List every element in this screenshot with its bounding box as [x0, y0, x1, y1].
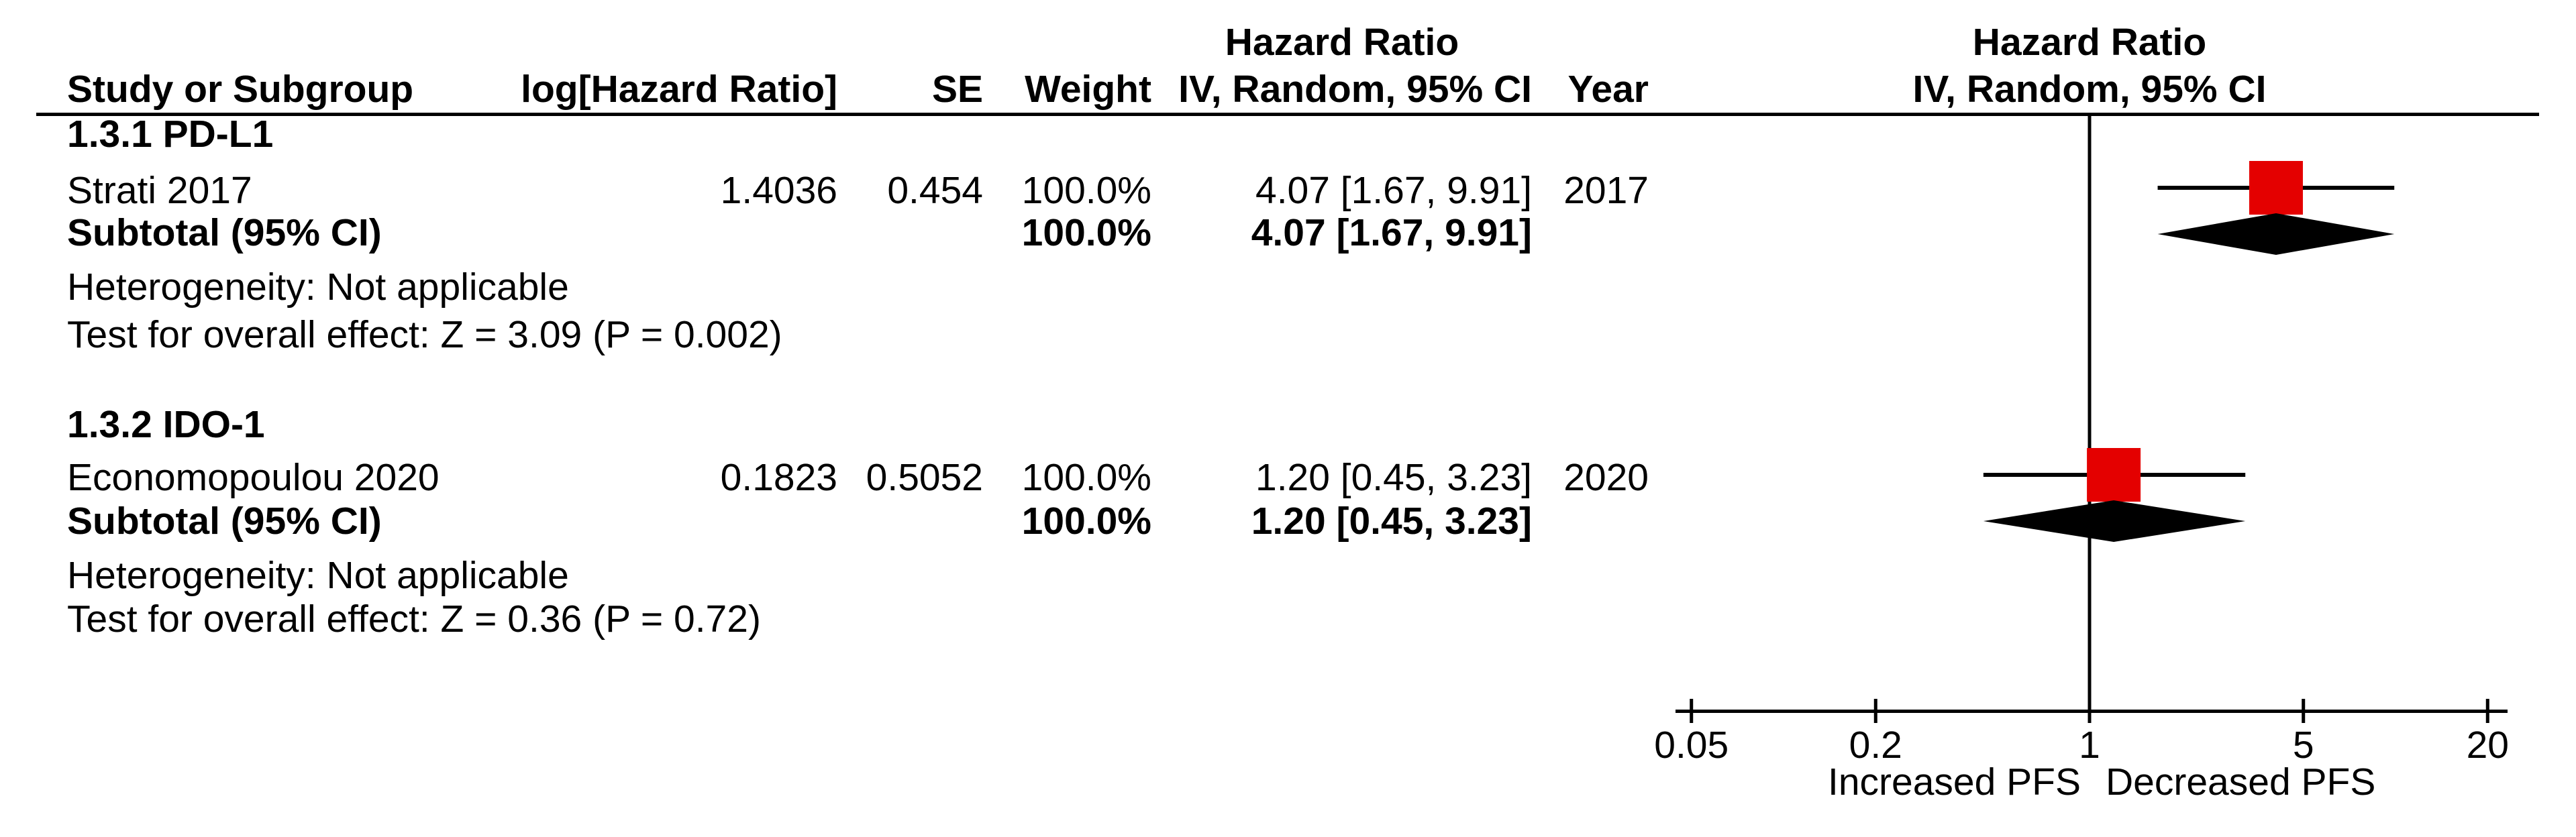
axis-tick — [2485, 699, 2489, 723]
overall-effect-note: Test for overall effect: Z = 3.09 (P = 0… — [67, 313, 782, 356]
column-header-loghr: log[Hazard Ratio] — [521, 68, 837, 111]
axis-tick-label: 5 — [2293, 724, 2314, 767]
column-header-weight: Weight — [1025, 68, 1151, 111]
study-year: 2017 — [1563, 169, 1649, 212]
subtotal-label: Subtotal (95% CI) — [67, 500, 382, 543]
axis-tick — [2088, 699, 2092, 723]
axis-left-label: Increased PFS — [1827, 761, 2081, 803]
subtotal-diamond — [1983, 500, 2246, 542]
study-weight: 100.0% — [1021, 169, 1151, 212]
axis-right-label: Decreased PFS — [2106, 761, 2376, 803]
study-loghr: 1.4036 — [720, 169, 837, 212]
subgroup-title: 1.3.1 PD-L1 — [67, 113, 274, 156]
axis-tick-label: 20 — [2467, 724, 2509, 767]
study-ci: 4.07 [1.67, 9.91] — [1255, 169, 1532, 212]
axis-tick-label: 0.05 — [1654, 724, 1729, 767]
subtotal-label: Subtotal (95% CI) — [67, 211, 382, 254]
axis-tick-label: 1 — [2079, 724, 2100, 767]
study-se: 0.5052 — [866, 456, 983, 499]
study-se: 0.454 — [887, 169, 983, 212]
study-name: Strati 2017 — [67, 169, 252, 212]
no-effect-reference-line — [2088, 115, 2092, 711]
study-loghr: 0.1823 — [720, 456, 837, 499]
heterogeneity-note: Heterogeneity: Not applicable — [67, 266, 569, 309]
column-header-study: Study or Subgroup — [67, 68, 414, 111]
column-header-year: Year — [1567, 68, 1649, 111]
plot-effect-subtitle: IV, Random, 95% CI — [1912, 68, 2267, 111]
header-divider-rule — [36, 113, 2539, 116]
axis-tick — [2302, 699, 2306, 723]
plot-effect-title: Hazard Ratio — [1972, 21, 2207, 64]
axis-tick — [1690, 699, 1694, 723]
column-header-se: SE — [931, 68, 983, 111]
x-axis-line — [1676, 710, 2508, 713]
subtotal-ci: 1.20 [0.45, 3.23] — [1251, 500, 1532, 543]
subtotal-ci: 4.07 [1.67, 9.91] — [1251, 211, 1532, 254]
subtotal-diamond — [2157, 213, 2395, 255]
effect-square — [2249, 161, 2303, 215]
subgroup-title: 1.3.2 IDO-1 — [67, 403, 265, 446]
study-weight: 100.0% — [1021, 456, 1151, 499]
subtotal-weight: 100.0% — [1021, 500, 1151, 543]
axis-tick-label: 0.2 — [1849, 724, 1902, 767]
subtotal-weight: 100.0% — [1021, 211, 1151, 254]
table-effect-title: Hazard Ratio — [1225, 21, 1459, 64]
effect-square — [2087, 448, 2141, 502]
heterogeneity-note: Heterogeneity: Not applicable — [67, 554, 569, 597]
study-ci: 1.20 [0.45, 3.23] — [1255, 456, 1532, 499]
study-year: 2020 — [1563, 456, 1649, 499]
study-name: Economopoulou 2020 — [67, 456, 440, 499]
overall-effect-note: Test for overall effect: Z = 0.36 (P = 0… — [67, 598, 761, 640]
axis-tick — [1873, 699, 1877, 723]
column-header-effect-ci: IV, Random, 95% CI — [1178, 68, 1532, 111]
